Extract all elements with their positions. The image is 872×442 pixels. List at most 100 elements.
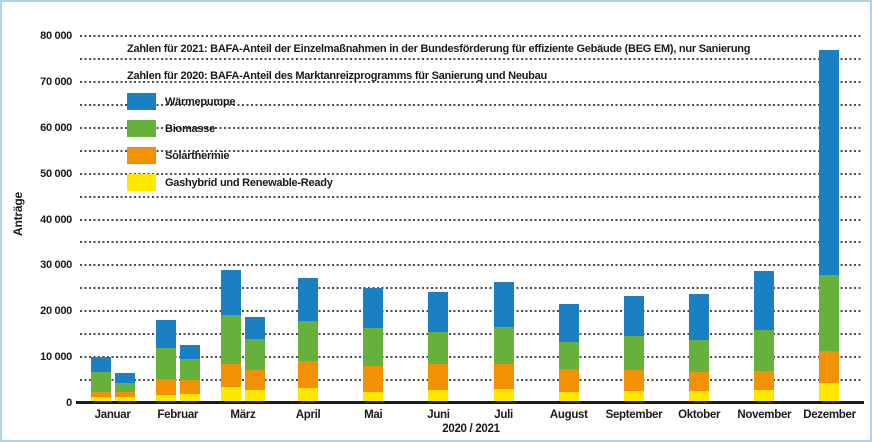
bar-segment-solarthermie [298,360,319,389]
bar-segment-gashybrid-und-renewable-ready [220,387,241,403]
bar-segment-biomasse [179,359,200,380]
bar-segment-gashybrid-und-renewable-ready [428,389,449,403]
bar-segment-biomasse [155,348,176,380]
bar-segment-solarthermie [754,370,775,391]
bar-segment-wärmepumpe [90,357,111,373]
gridline [80,241,862,244]
bar-august-2020 [558,303,579,403]
x-axis-month-labels: Januar Februar März April Mai Juni Juli August S… [80,409,862,421]
y-tick-label: 0 [66,397,72,409]
bar-segment-wärmepumpe [428,292,449,332]
gridline [80,287,862,290]
gridline [80,103,862,106]
month-group-oktober [667,36,732,403]
bar-segment-gashybrid-und-renewable-ready [363,392,384,403]
month-group-september [601,36,666,403]
y-tick-label: 30 000 [40,259,72,272]
bar-segment-gashybrid-und-renewable-ready [114,397,135,403]
bar-segment-solarthermie [155,379,176,395]
gridline [80,195,862,198]
month-label-juni: Juni [427,409,450,421]
gridline [80,264,862,267]
bar-segment-wärmepumpe [155,319,176,349]
bar-segment-gashybrid-und-renewable-ready [689,391,710,403]
bar-februar-2021 [179,345,200,403]
bar-segment-gashybrid-und-renewable-ready [155,394,176,403]
bar-märz-2020 [220,269,241,403]
month-label-november: November [737,409,792,421]
bar-segment-biomasse [689,340,710,373]
bar-segment-biomasse [298,320,319,361]
plot-area: Zahlen für 2021: BAFA-Anteil der Einzelm… [40,30,864,435]
gridline [80,149,862,152]
y-tick-label: 40 000 [40,213,72,226]
y-tick-label: 60 000 [40,121,72,134]
chart-notes: Zahlen für 2021: BAFA-Anteil der Einzelm… [127,38,751,92]
y-tick-label: 10 000 [40,351,72,364]
bar-oktober-2020 [689,294,710,403]
y-tick-label: 50 000 [40,167,72,180]
month-label-märz: März [230,409,256,421]
gridline [80,80,862,83]
gridline [80,126,862,129]
bar-mai-2020 [363,288,384,403]
bar-segment-biomasse [114,383,135,393]
bar-januar-2021 [114,373,135,403]
month-label-juli: Juli [494,409,513,421]
legend-label: Wärmepumpe [165,95,236,108]
gridline [80,57,862,60]
bar-segment-biomasse [363,328,384,367]
bar-april-2020 [298,277,319,403]
bar-segment-biomasse [220,314,241,364]
legend-swatch-icon [127,147,156,164]
bar-segment-solarthermie [558,369,579,392]
bar-segment-solarthermie [114,392,135,398]
legend-swatch-icon [127,174,156,191]
bar-segment-biomasse [754,330,775,371]
month-group-juni [406,36,471,403]
month-label-dezember: Dezember [803,409,856,421]
bar-segment-wärmepumpe [114,373,135,384]
bar-segment-wärmepumpe [623,296,644,337]
month-label-september: September [605,409,663,421]
gridline [80,218,862,221]
legend-swatch-icon [127,120,156,137]
gridline [80,310,862,313]
bar-september-2020 [623,296,644,403]
bar-segment-gashybrid-und-renewable-ready [298,388,319,403]
bar-segment-wärmepumpe [363,288,384,329]
legend-label: Solarthermie [165,149,230,162]
bar-segment-wärmepumpe [244,317,265,340]
legend-item-gashybrid-und-renewable-ready: Gashybrid und Renewable-Ready [127,169,333,196]
bar-segment-biomasse [90,372,111,393]
legend: Wärmepumpe Biomasse Solarthermie Gashybrid … [127,88,333,196]
legend-label: Biomasse [165,122,215,135]
bar-segment-wärmepumpe [689,294,710,341]
bar-segment-gashybrid-und-renewable-ready [90,397,111,403]
bar-segment-gashybrid-und-renewable-ready [244,390,265,403]
bar-segment-wärmepumpe [558,303,579,343]
bar-segment-gashybrid-und-renewable-ready [754,390,775,403]
bar-segment-gashybrid-und-renewable-ready [558,392,579,403]
month-group-april [276,36,341,403]
gridline [80,379,862,382]
bar-segment-wärmepumpe [819,49,840,275]
month-label-august: August [549,409,588,421]
bar-segment-biomasse [819,274,840,352]
bar-segment-wärmepumpe [298,277,319,321]
month-group-august [536,36,601,403]
bar-segment-gashybrid-und-renewable-ready [623,391,644,403]
bar-februar-2020 [155,319,176,403]
bar-segment-solarthermie [689,372,710,392]
bar-juli-2020 [493,282,514,403]
bar-segment-solarthermie [90,392,111,398]
y-tick-label: 70 000 [40,75,72,88]
bar-dezember-2020 [819,49,840,403]
bar-segment-gashybrid-und-renewable-ready [493,388,514,403]
month-label-oktober: Oktober [678,409,721,421]
bar-märz-2021 [244,317,265,403]
gridline [80,333,862,336]
month-group-februar [145,36,210,403]
bar-segment-solarthermie [220,363,241,388]
legend-label: Gashybrid und Renewable-Ready [165,176,333,189]
